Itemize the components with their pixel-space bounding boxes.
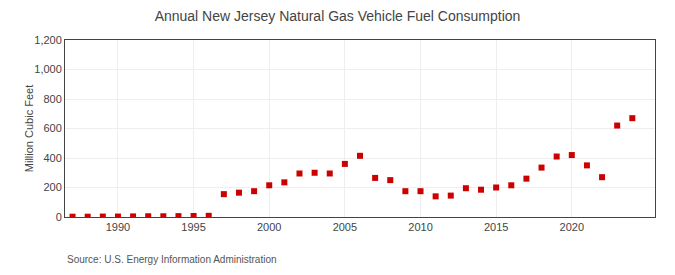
svg-text:400: 400	[43, 152, 61, 164]
svg-text:2020: 2020	[560, 221, 584, 233]
svg-text:600: 600	[43, 122, 61, 134]
svg-text:1,000: 1,000	[34, 63, 62, 75]
svg-text:Million Cubic Feet: Million Cubic Feet	[23, 85, 35, 172]
svg-text:1,200: 1,200	[34, 34, 62, 46]
svg-text:Annual New Jersey Natural Gas: Annual New Jersey Natural Gas Vehicle Fu…	[155, 8, 521, 24]
svg-text:2015: 2015	[484, 221, 508, 233]
svg-text:2000: 2000	[257, 221, 281, 233]
svg-text:800: 800	[43, 93, 61, 105]
svg-text:200: 200	[43, 181, 61, 193]
svg-text:2010: 2010	[408, 221, 432, 233]
svg-text:Source: U.S. Energy Informatio: Source: U.S. Energy Information Administ…	[67, 254, 277, 265]
svg-text:1995: 1995	[181, 221, 205, 233]
svg-text:0: 0	[56, 211, 62, 223]
svg-text:1990: 1990	[106, 221, 130, 233]
svg-text:2005: 2005	[333, 221, 357, 233]
